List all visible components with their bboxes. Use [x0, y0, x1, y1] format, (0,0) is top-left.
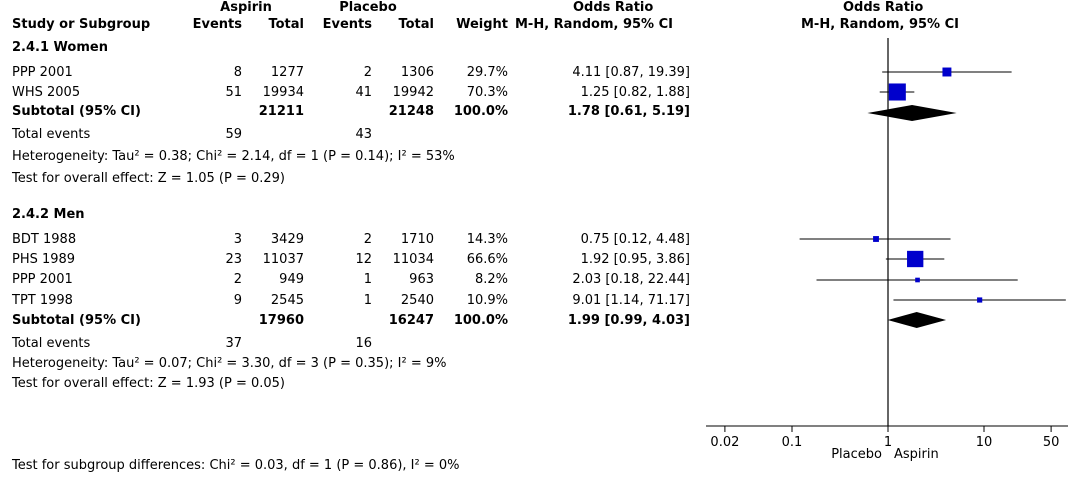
- aspirin-total: 11037: [262, 252, 304, 267]
- placebo-events: 1: [363, 293, 372, 308]
- aspirin-events: 2: [233, 272, 242, 287]
- placebo-total: 21248: [388, 104, 434, 119]
- placebo-events-header: Events: [322, 17, 372, 32]
- placebo-events: 43: [355, 127, 372, 142]
- heterogeneity-text: Heterogeneity: Tau² = 0.07; Chi² = 3.30,…: [12, 356, 447, 371]
- placebo-events: 12: [355, 252, 372, 267]
- weight-header: Weight: [456, 17, 508, 32]
- placebo-events: 1: [363, 272, 372, 287]
- aspirin-events: 37: [225, 336, 242, 351]
- x-tick-label: 0.02: [710, 435, 739, 450]
- placebo-total: 19942: [392, 85, 434, 100]
- study-weight: 14.3%: [466, 232, 508, 247]
- aspirin-total: 17960: [258, 313, 304, 328]
- placebo-total: 1306: [400, 65, 434, 80]
- subtotal-label: Subtotal (95% CI): [12, 313, 141, 328]
- total-events-label: Total events: [12, 336, 91, 351]
- aspirin-events: 51: [225, 85, 242, 100]
- heterogeneity-text: Heterogeneity: Tau² = 0.38; Chi² = 2.14,…: [12, 149, 455, 164]
- study-name: BDT 1988: [12, 232, 77, 247]
- aspirin-total: 3429: [270, 232, 304, 247]
- placebo-total: 2540: [400, 293, 434, 308]
- favours-left-label: Placebo: [831, 447, 882, 462]
- subtotal-label: Subtotal (95% CI): [12, 104, 141, 119]
- study-weight: 66.6%: [466, 252, 508, 267]
- study-weight: 8.2%: [474, 272, 508, 287]
- aspirin-total: 949: [279, 272, 304, 287]
- study-name: TPT 1998: [12, 293, 73, 308]
- favours-right-label: Aspirin: [894, 447, 939, 462]
- method-header: M-H, Random, 95% CI: [515, 17, 673, 32]
- study-weight: 29.7%: [466, 65, 508, 80]
- study-name: WHS 2005: [12, 85, 81, 100]
- aspirin-events: 3: [233, 232, 242, 247]
- odds-ratio-ci: 1.25 [0.82, 1.88]: [580, 85, 690, 100]
- study-point-estimate: [942, 67, 952, 77]
- placebo-events: 16: [355, 336, 372, 351]
- study-name: PPP 2001: [12, 272, 73, 287]
- placebo-total: 11034: [392, 252, 434, 267]
- plot-or-header: Odds Ratio: [843, 0, 924, 15]
- subgroup-differences-text: Test for subgroup differences: Chi² = 0.…: [12, 458, 460, 473]
- subtotal-diamond: [887, 312, 947, 328]
- aspirin-total: 2545: [270, 293, 304, 308]
- subgroup-title: 2.4.2 Men: [12, 207, 85, 222]
- x-tick-label: 10: [976, 435, 993, 450]
- study-point-estimate: [873, 236, 879, 242]
- placebo-total: 16247: [388, 313, 434, 328]
- aspirin-total: 1277: [270, 65, 304, 80]
- placebo-events: 2: [363, 65, 372, 80]
- odds-ratio-ci: 9.01 [1.14, 71.17]: [572, 293, 690, 308]
- study-name: PPP 2001: [12, 65, 73, 80]
- study-point-estimate: [915, 277, 920, 283]
- placebo-total-header: Total: [398, 17, 434, 32]
- plot-method-header: M-H, Random, 95% CI: [801, 17, 959, 32]
- subtotal-diamond: [867, 105, 957, 121]
- subtotal-weight: 100.0%: [453, 104, 508, 119]
- total-events-label: Total events: [12, 127, 91, 142]
- study-point-estimate: [888, 83, 906, 101]
- odds-ratio-ci: 2.03 [0.18, 22.44]: [572, 272, 690, 287]
- placebo-events: 2: [363, 232, 372, 247]
- odds-ratio-ci: 1.92 [0.95, 3.86]: [580, 252, 690, 267]
- aspirin-total: 21211: [258, 104, 304, 119]
- table-or-header: Odds Ratio: [573, 0, 654, 15]
- study-point-estimate: [977, 297, 983, 303]
- subtotal-ci: 1.99 [0.99, 4.03]: [567, 313, 690, 328]
- study-name: PHS 1989: [12, 252, 76, 267]
- overall-effect-text: Test for overall effect: Z = 1.05 (P = 0…: [12, 171, 285, 186]
- aspirin-group-header: Aspirin: [220, 0, 272, 15]
- aspirin-events: 8: [233, 65, 242, 80]
- x-tick-label: 1: [884, 435, 892, 450]
- x-tick-label: 50: [1043, 435, 1060, 450]
- odds-ratio-ci: 0.75 [0.12, 4.48]: [580, 232, 690, 247]
- subgroup-title: 2.4.1 Women: [12, 40, 108, 55]
- study-weight: 10.9%: [466, 293, 508, 308]
- subtotal-ci: 1.78 [0.61, 5.19]: [567, 104, 690, 119]
- odds-ratio-ci: 4.11 [0.87, 19.39]: [572, 65, 690, 80]
- x-tick-label: 0.1: [782, 435, 803, 450]
- aspirin-total-header: Total: [268, 17, 304, 32]
- aspirin-total: 19934: [262, 85, 304, 100]
- study-weight: 70.3%: [466, 85, 508, 100]
- study-column-header: Study or Subgroup: [12, 17, 151, 32]
- placebo-total: 963: [409, 272, 434, 287]
- aspirin-events: 9: [233, 293, 242, 308]
- subtotal-weight: 100.0%: [453, 313, 508, 328]
- placebo-total: 1710: [400, 232, 434, 247]
- aspirin-events: 59: [225, 127, 242, 142]
- placebo-group-header: Placebo: [339, 0, 397, 15]
- study-point-estimate: [907, 250, 924, 268]
- overall-effect-text: Test for overall effect: Z = 1.93 (P = 0…: [12, 376, 285, 391]
- aspirin-events: 23: [225, 252, 242, 267]
- aspirin-events-header: Events: [192, 17, 242, 32]
- placebo-events: 41: [355, 85, 372, 100]
